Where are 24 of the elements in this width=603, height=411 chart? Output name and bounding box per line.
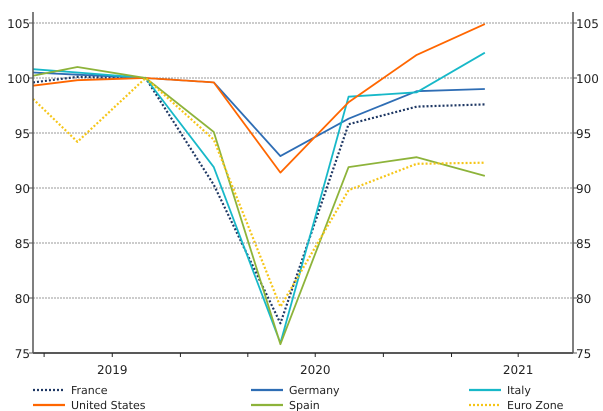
x-tick-label: 2019 bbox=[96, 363, 128, 377]
y2-tick-label: 75 bbox=[576, 347, 592, 361]
line-series bbox=[32, 23, 486, 174]
y2-tick-label: 100 bbox=[576, 72, 599, 86]
y2-tick-label: 95 bbox=[576, 127, 592, 141]
legend-label: Spain bbox=[289, 399, 320, 411]
legend-label: Euro Zone bbox=[507, 399, 564, 411]
legend-label: Germany bbox=[289, 384, 340, 397]
legend-label: Italy bbox=[507, 384, 532, 397]
y-tick-label: 90 bbox=[14, 182, 30, 196]
y2-tick-label: 90 bbox=[576, 182, 592, 196]
y-tick-label: 105 bbox=[7, 17, 30, 31]
y-tick-label: 95 bbox=[14, 127, 30, 141]
y-tick-label: 85 bbox=[14, 237, 30, 251]
y-tick-label: 75 bbox=[14, 347, 30, 361]
y-tick-label: 80 bbox=[14, 292, 30, 306]
y2-tick-label: 85 bbox=[576, 237, 592, 251]
legend-label: France bbox=[71, 384, 108, 397]
x-tick-label: 2020 bbox=[300, 363, 330, 377]
legend-label: United States bbox=[71, 399, 146, 411]
y2-tick-label: 80 bbox=[576, 292, 592, 306]
y-tick-label: 100 bbox=[7, 72, 30, 86]
y2-tick-label: 105 bbox=[576, 17, 599, 31]
x-tick-label: 2021 bbox=[502, 363, 534, 377]
